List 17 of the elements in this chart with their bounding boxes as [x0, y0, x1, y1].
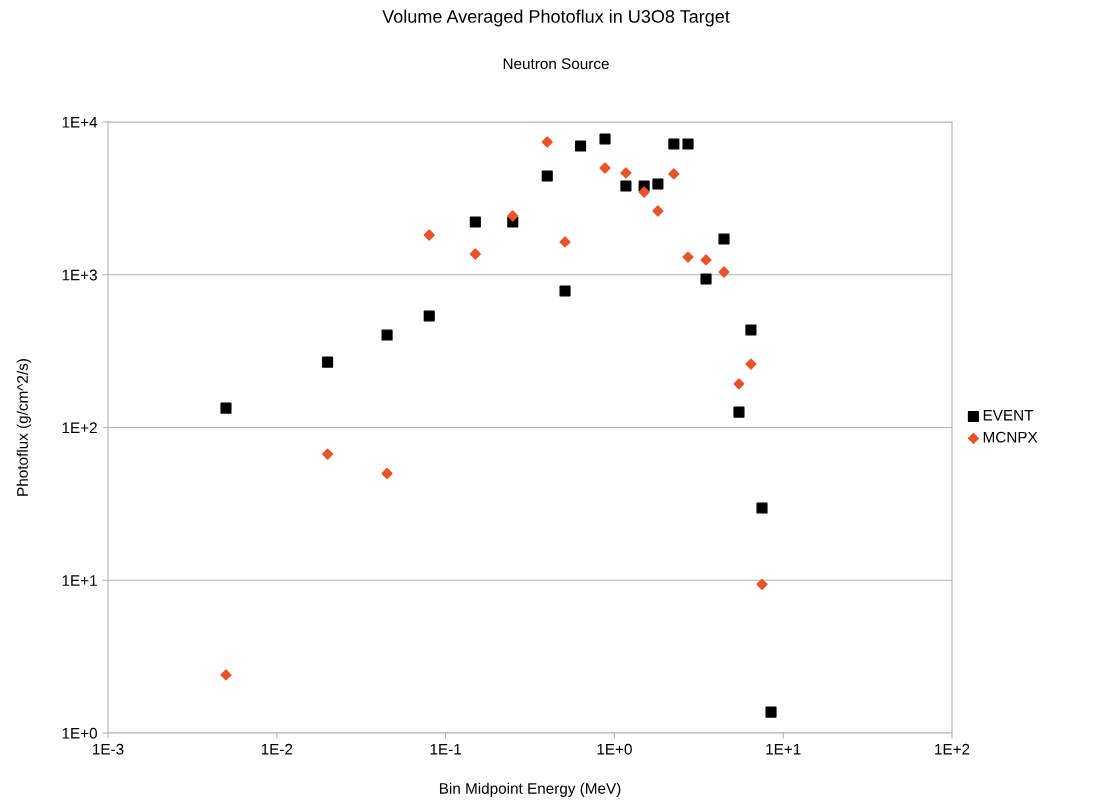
y-tick-label: 1E+1 — [62, 575, 97, 586]
x-tick-label: 1E-2 — [261, 743, 293, 755]
y-tick-label: 1E+2 — [62, 422, 97, 434]
y-tick-label: 1E+0 — [62, 727, 97, 739]
legend-label: EVENT — [983, 410, 1034, 421]
y-axis-title: Photoflux (g/cm^2/s) — [16, 359, 31, 496]
y-tick-label: 1E+3 — [62, 269, 97, 281]
legend-label: MCNPX — [983, 431, 1038, 443]
x-tick-label: 1E-3 — [93, 743, 124, 755]
x-tick-label: 1E+1 — [766, 743, 801, 755]
x-tick-label: 1E+2 — [935, 743, 970, 755]
x-tick-label: 1E+0 — [597, 743, 632, 755]
x-axis-title: Bin Midpoint Energy (MeV) — [439, 782, 621, 797]
x-tick-label: 1E-1 — [430, 743, 461, 755]
chart-title: Volume Averaged Photoflux in U3O8 Target — [382, 9, 730, 27]
y-tick-label: 1E+4 — [62, 117, 98, 128]
chart-subtitle: Neutron Source — [503, 58, 609, 70]
